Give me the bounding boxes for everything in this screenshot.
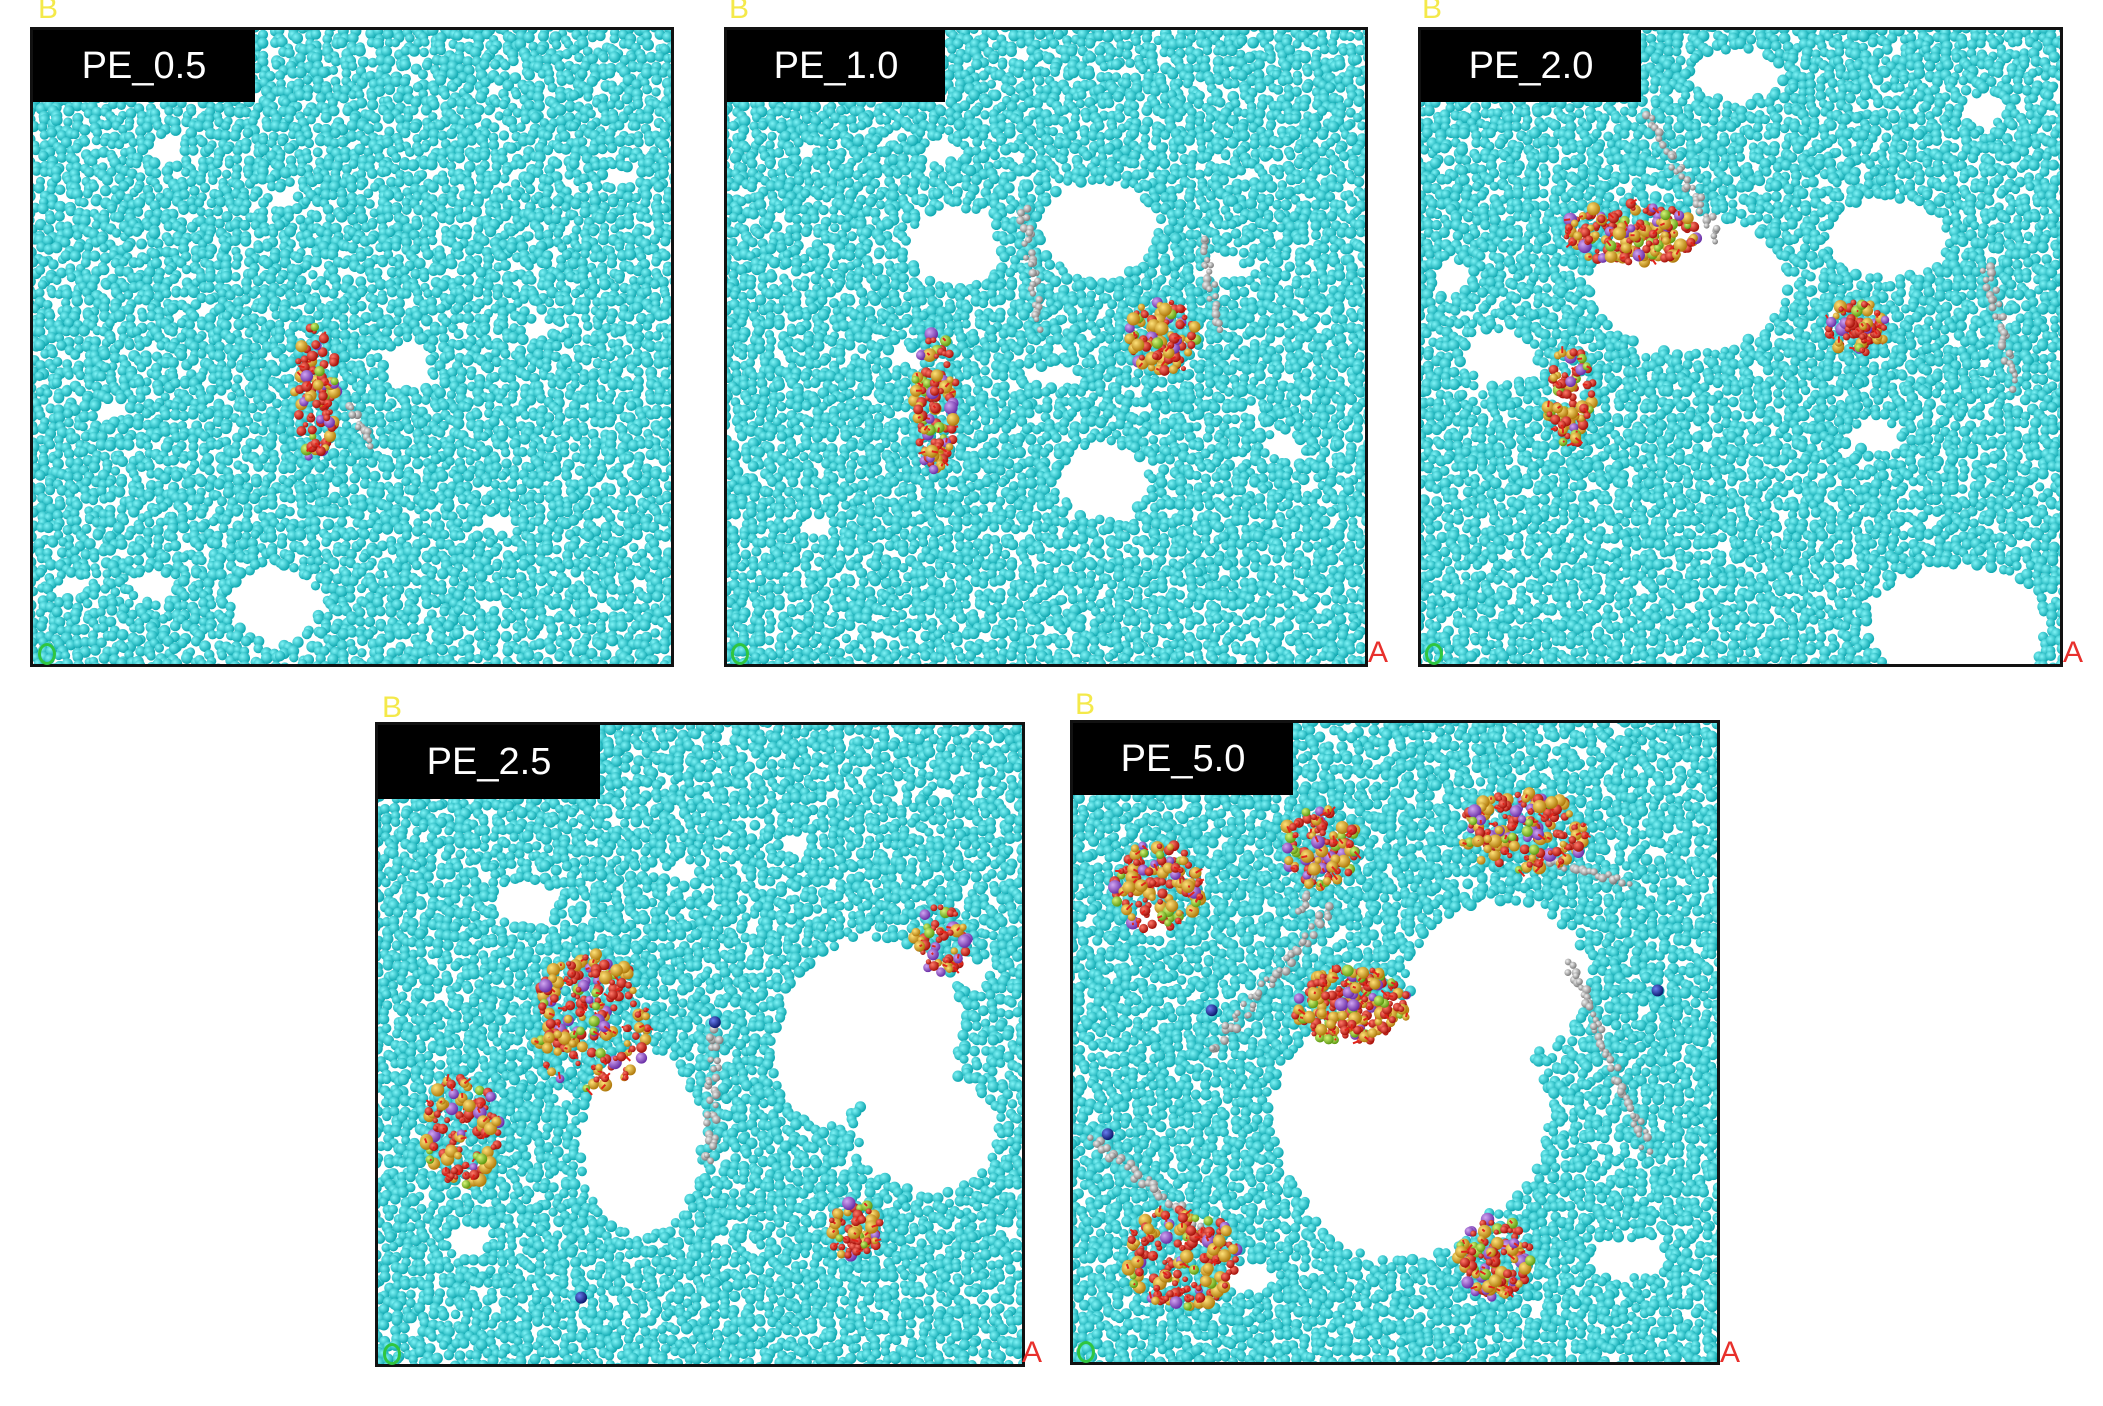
axis-letter-a-pe-1-0: A	[1368, 638, 1388, 668]
axis-letter-b-pe-5-0: B	[1075, 690, 1095, 720]
panel-label-pe-0-5: PE_0.5	[33, 30, 255, 102]
panel-pe-5-0: PE_5.0	[1070, 720, 1720, 1365]
origin-marker-pe-0-5	[38, 643, 56, 665]
simulation-snapshot-pe-0-5	[33, 30, 671, 664]
panel-pe-0-5: PE_0.5	[30, 27, 674, 667]
panel-label-pe-1-0: PE_1.0	[727, 30, 945, 102]
axis-letter-a-pe-2-5: A	[1022, 1338, 1042, 1368]
panel-label-pe-5-0: PE_5.0	[1073, 723, 1293, 795]
origin-marker-pe-1-0	[731, 643, 749, 665]
axis-letter-b-pe-2-5: B	[382, 693, 402, 723]
simulation-snapshot-pe-2-5	[378, 725, 1022, 1364]
simulation-snapshot-pe-5-0	[1073, 723, 1717, 1362]
origin-marker-pe-5-0	[1077, 1341, 1095, 1363]
panel-label-pe-2-5: PE_2.5	[378, 725, 600, 799]
simulation-snapshot-pe-2-0	[1421, 30, 2060, 664]
panel-pe-1-0: PE_1.0	[724, 27, 1368, 667]
axis-letter-a-pe-5-0: A	[1720, 1338, 1740, 1368]
panel-pe-2-0: PE_2.0	[1418, 27, 2063, 667]
panel-label-pe-2-0: PE_2.0	[1421, 30, 1641, 102]
axis-letter-b-pe-1-0: B	[729, 0, 749, 24]
origin-marker-pe-2-5	[383, 1343, 401, 1365]
axis-letter-b-pe-0-5: B	[38, 0, 58, 24]
axis-letter-a-pe-2-0: A	[2063, 638, 2083, 668]
origin-marker-pe-2-0	[1425, 643, 1443, 665]
panel-pe-2-5: PE_2.5	[375, 722, 1025, 1367]
simulation-snapshot-pe-1-0	[727, 30, 1365, 664]
axis-letter-b-pe-2-0: B	[1422, 0, 1442, 24]
